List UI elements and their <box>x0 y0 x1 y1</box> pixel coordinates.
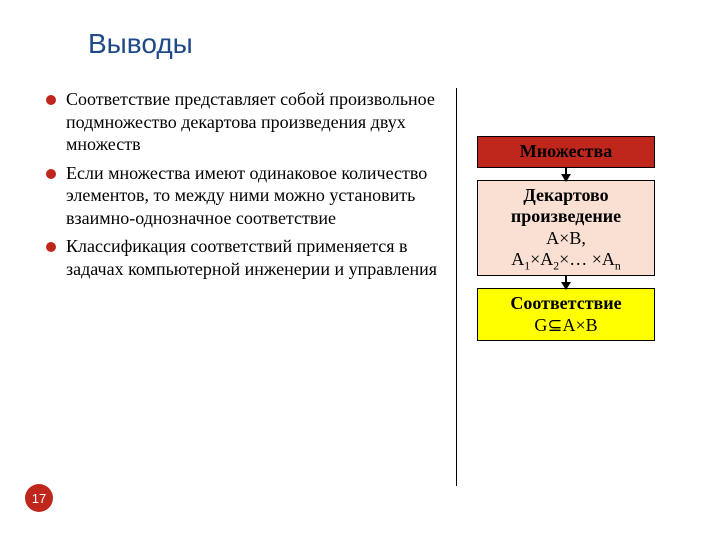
bullet-icon <box>46 169 56 179</box>
diagram-column: Множества Декартово произведение A×B,A1×… <box>467 88 665 486</box>
page-number-badge: 17 <box>25 484 53 512</box>
box-title: Множества <box>484 141 648 163</box>
diagram-box-correspondence: Соответствие G⊆A×B <box>477 288 655 341</box>
content-area: Соответствие представляет собой произвол… <box>46 88 674 486</box>
diagram-box-sets: Множества <box>477 136 655 168</box>
page-title: Выводы <box>88 28 193 60</box>
slide: Выводы Соответствие представляет собой п… <box>0 0 720 540</box>
bullet-list: Соответствие представляет собой произвол… <box>46 88 446 486</box>
box-body: A×B,A1×A2×… ×An <box>484 228 648 271</box>
list-item: Если множества имеют одинаковое количест… <box>46 162 442 230</box>
bullet-text: Классификация соответствий применяется в… <box>66 235 442 280</box>
diagram-box-cartesian: Декартово произведение A×B,A1×A2×… ×An <box>477 180 655 276</box>
list-item: Классификация соответствий применяется в… <box>46 235 442 280</box>
bullet-text: Если множества имеют одинаковое количест… <box>66 162 442 230</box>
list-item: Соответствие представляет собой произвол… <box>46 88 442 156</box>
box-title: Декартово произведение <box>484 185 648 228</box>
bullet-icon <box>46 242 56 252</box>
bullet-icon <box>46 95 56 105</box>
box-body: G⊆A×B <box>484 315 648 337</box>
bullet-text: Соответствие представляет собой произвол… <box>66 88 442 156</box>
box-title: Соответствие <box>484 293 648 315</box>
vertical-divider <box>456 88 457 486</box>
